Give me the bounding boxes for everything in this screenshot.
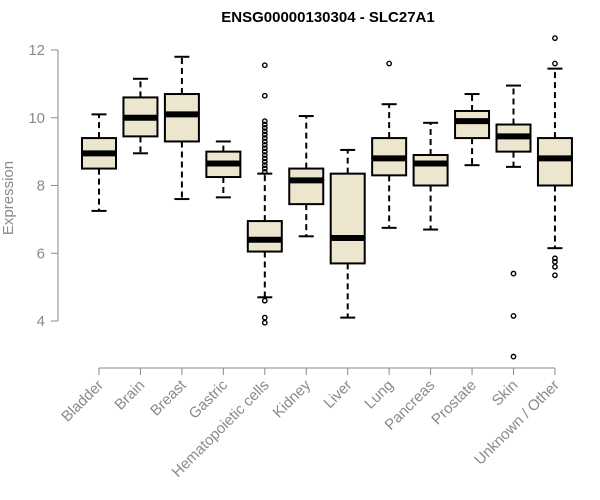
outlier-point xyxy=(552,263,558,270)
outlier-point xyxy=(510,313,517,319)
y-axis: 4 6 8 10 12 xyxy=(28,42,59,330)
x-tick-label: Skin xyxy=(489,377,522,410)
outlier-point xyxy=(552,60,558,67)
y-tick-label: 10 xyxy=(28,110,45,127)
iqr-box xyxy=(288,167,325,206)
box-pancreas xyxy=(412,121,449,231)
outlier-point xyxy=(261,138,268,145)
outlier-point xyxy=(261,118,268,125)
outlier-point xyxy=(261,135,268,141)
outlier-point xyxy=(552,258,558,265)
outlier-point xyxy=(261,92,268,99)
outlier-point xyxy=(261,131,268,138)
outlier-point xyxy=(552,272,558,279)
outlier-point xyxy=(261,158,268,165)
outlier-point xyxy=(510,353,517,360)
box-prostate xyxy=(454,93,491,167)
box-lung xyxy=(371,60,408,229)
outlier-point xyxy=(261,145,268,152)
outlier-point xyxy=(261,319,268,326)
y-tick-label: 6 xyxy=(37,245,45,262)
box-hematopoietic-cells xyxy=(246,62,283,326)
iqr-box xyxy=(246,220,283,253)
chart-title: ENSG00000130304 - SLC27A1 xyxy=(221,9,434,26)
outlier-point xyxy=(261,62,268,69)
outlier-point xyxy=(261,169,268,175)
outlier-point xyxy=(552,35,558,42)
iqr-box xyxy=(412,154,449,187)
iqr-box xyxy=(163,93,200,143)
box-gastric xyxy=(205,140,242,199)
box-breast xyxy=(163,55,200,201)
outlier-point xyxy=(261,125,268,131)
box-unknown-other xyxy=(536,35,573,279)
y-axis-label: Expression xyxy=(0,161,17,235)
outlier-point xyxy=(261,155,268,162)
outlier-point xyxy=(261,121,268,128)
box-bladder xyxy=(81,113,117,212)
y-tick-label: 4 xyxy=(37,313,45,330)
outlier-point xyxy=(510,270,517,277)
outlier-point xyxy=(261,162,268,169)
outlier-point xyxy=(261,128,268,135)
iqr-box xyxy=(454,109,491,140)
iqr-box xyxy=(329,172,366,265)
x-tick-label: Kidney xyxy=(270,376,315,421)
outlier-point xyxy=(261,314,268,321)
x-tick-label: Breast xyxy=(147,376,190,419)
x-tick-label: Liver xyxy=(321,377,356,412)
outlier-point xyxy=(386,60,393,67)
box-liver xyxy=(329,148,366,319)
x-tick-label: Brain xyxy=(111,377,148,414)
iqr-box xyxy=(536,137,573,187)
x-tick-label: Lung xyxy=(361,377,397,413)
outlier-point xyxy=(261,141,268,148)
box-skin xyxy=(495,84,532,360)
outlier-point xyxy=(261,165,268,172)
box-brain xyxy=(122,77,159,155)
y-tick-label: 8 xyxy=(37,178,45,195)
outlier-point xyxy=(261,148,268,155)
x-tick-label: Prostate xyxy=(428,377,480,429)
outlier-point xyxy=(261,297,268,304)
y-tick-label: 12 xyxy=(28,42,45,59)
outlier-point xyxy=(552,255,558,262)
boxes-group xyxy=(81,35,573,360)
box-kidney xyxy=(288,115,325,238)
x-tick-label: Bladder xyxy=(58,377,107,426)
outlier-point xyxy=(261,152,268,158)
